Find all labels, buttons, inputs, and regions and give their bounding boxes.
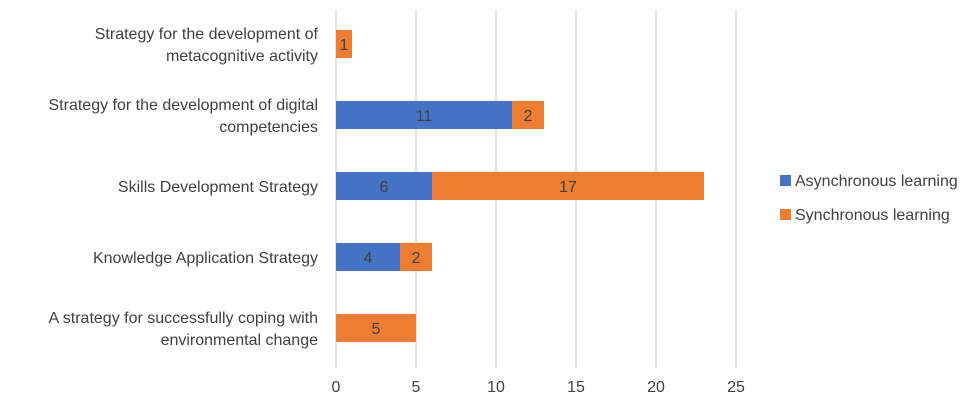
category-label: Strategy for the development of digital [49, 97, 319, 114]
legend-label-synchronous: Synchronous learning [795, 207, 950, 224]
bar-synchronous-2 [432, 172, 704, 200]
x-axis-tick-labels: 0 5 10 15 20 25 [332, 379, 745, 396]
x-tick-label: 15 [567, 379, 585, 396]
data-label: 11 [416, 108, 433, 125]
data-label: 1 [340, 37, 349, 54]
legend: Asynchronous learning Synchronous learnin… [780, 173, 958, 224]
data-label: 17 [559, 179, 577, 196]
category-label: Knowledge Application Strategy [93, 250, 318, 267]
bar-synchronous-3 [400, 243, 432, 271]
x-tick-label: 0 [332, 379, 341, 396]
category-label: metacognitive activity [166, 48, 318, 65]
legend-swatch-synchronous [780, 209, 791, 220]
x-tick-label: 20 [647, 379, 665, 396]
bar-synchronous-4 [336, 314, 416, 342]
x-tick-label: 10 [487, 379, 505, 396]
bar-synchronous-0 [336, 30, 352, 58]
category-label: Strategy for the development of [95, 26, 319, 43]
category-label: competencies [219, 119, 318, 136]
category-labels: Strategy for the development of metacogni… [49, 26, 319, 349]
data-label: 5 [372, 321, 381, 338]
x-tick-label: 5 [412, 379, 421, 396]
category-label: Skills Development Strategy [118, 179, 318, 196]
category-label: A strategy for successfully coping with [49, 310, 318, 327]
data-label: 4 [364, 250, 373, 267]
bars: 111 26 174 25 [336, 30, 704, 342]
data-label: 2 [524, 108, 533, 125]
legend-swatch-asynchronous [780, 175, 791, 186]
bar-asynchronous-1 [336, 101, 512, 129]
legend-label-asynchronous: Asynchronous learning [795, 173, 958, 190]
data-label: 2 [412, 250, 421, 267]
bar-asynchronous-3 [336, 243, 400, 271]
bar-synchronous-1 [512, 101, 544, 129]
bar-asynchronous-2 [336, 172, 432, 200]
data-label: 6 [380, 179, 389, 196]
x-tick-label: 25 [727, 379, 745, 396]
category-label: environmental change [161, 332, 319, 349]
